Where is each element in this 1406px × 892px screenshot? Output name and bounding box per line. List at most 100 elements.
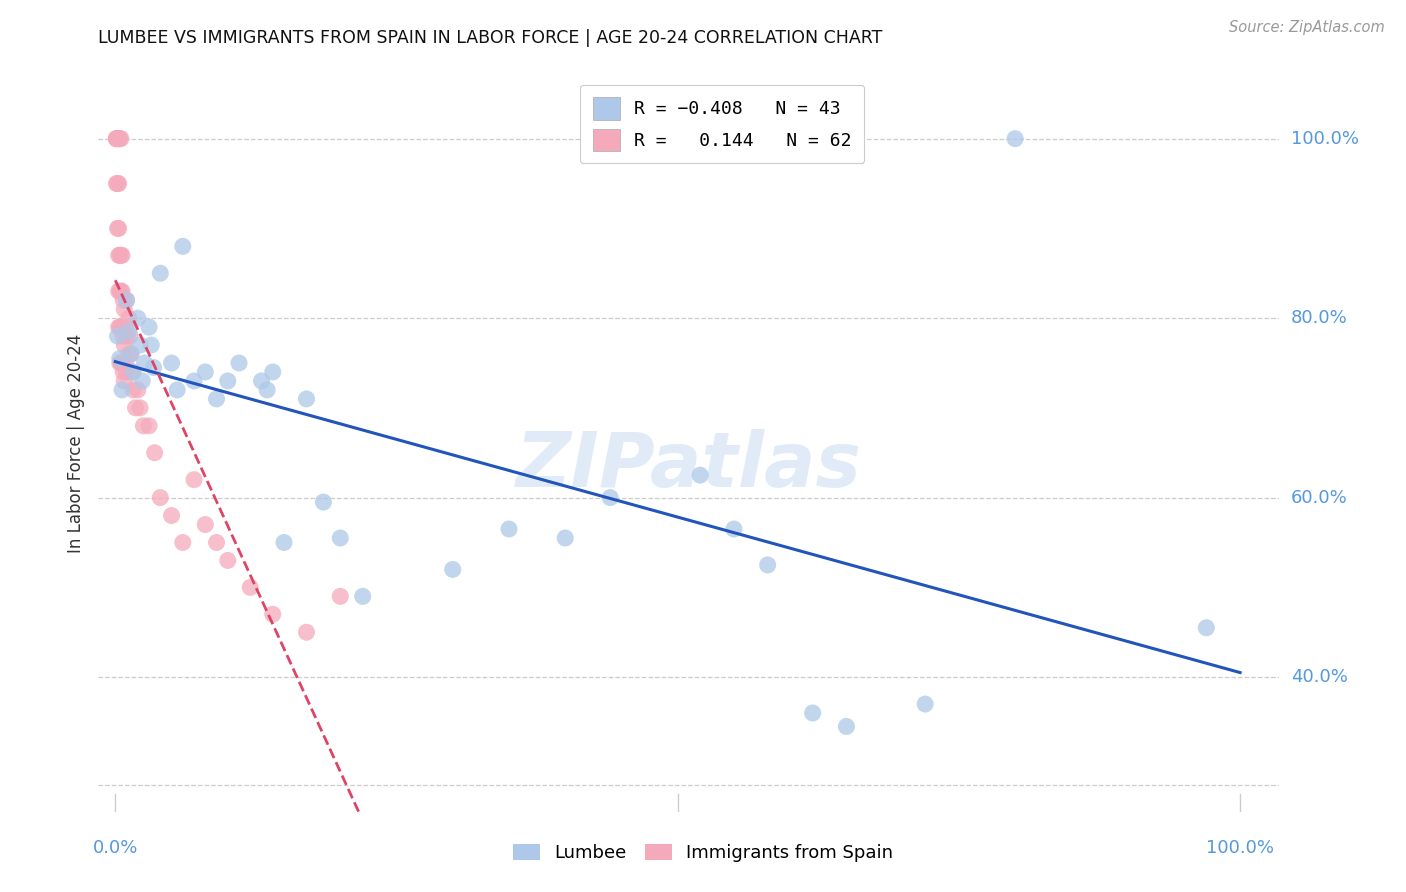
Point bbox=[112, 302, 135, 317]
Point bbox=[352, 590, 374, 604]
Point bbox=[160, 356, 183, 370]
Point bbox=[239, 580, 262, 594]
Point bbox=[141, 338, 163, 352]
Point bbox=[143, 446, 166, 460]
Point bbox=[110, 320, 132, 334]
Point bbox=[172, 239, 194, 253]
Text: 100.0%: 100.0% bbox=[1291, 129, 1358, 148]
Point bbox=[110, 248, 132, 262]
Point bbox=[142, 360, 165, 375]
Point bbox=[801, 706, 824, 720]
Point bbox=[723, 522, 745, 536]
Point bbox=[183, 374, 205, 388]
Point bbox=[149, 491, 172, 505]
Point bbox=[107, 221, 129, 235]
Point bbox=[122, 383, 145, 397]
Point bbox=[111, 356, 134, 370]
Point bbox=[228, 356, 250, 370]
Point bbox=[105, 177, 128, 191]
Point bbox=[329, 590, 352, 604]
Point bbox=[160, 508, 183, 523]
Point bbox=[1195, 621, 1218, 635]
Point bbox=[115, 293, 138, 308]
Point bbox=[134, 356, 156, 370]
Text: 0.0%: 0.0% bbox=[93, 839, 138, 857]
Point bbox=[554, 531, 576, 545]
Point bbox=[262, 365, 284, 379]
Point bbox=[120, 347, 142, 361]
Point bbox=[498, 522, 520, 536]
Point bbox=[441, 562, 464, 576]
Point bbox=[107, 177, 129, 191]
Point bbox=[115, 365, 138, 379]
Point bbox=[295, 625, 318, 640]
Point bbox=[127, 311, 149, 326]
Point bbox=[194, 517, 217, 532]
Point bbox=[114, 356, 136, 370]
Point bbox=[217, 374, 239, 388]
Text: Source: ZipAtlas.com: Source: ZipAtlas.com bbox=[1229, 20, 1385, 35]
Point bbox=[107, 329, 129, 343]
Text: 100.0%: 100.0% bbox=[1206, 839, 1274, 857]
Point bbox=[111, 248, 134, 262]
Point bbox=[129, 338, 152, 352]
Point bbox=[111, 284, 134, 298]
Text: 60.0%: 60.0% bbox=[1291, 489, 1347, 507]
Point bbox=[273, 535, 295, 549]
Point bbox=[108, 284, 131, 298]
Point bbox=[129, 401, 152, 415]
Point bbox=[599, 491, 621, 505]
Point bbox=[217, 553, 239, 567]
Point bbox=[194, 365, 217, 379]
Text: LUMBEE VS IMMIGRANTS FROM SPAIN IN LABOR FORCE | AGE 20-24 CORRELATION CHART: LUMBEE VS IMMIGRANTS FROM SPAIN IN LABOR… bbox=[98, 29, 883, 46]
Point bbox=[138, 418, 160, 433]
Point bbox=[1004, 131, 1026, 145]
Point bbox=[107, 131, 129, 145]
Point bbox=[124, 401, 146, 415]
Point bbox=[118, 311, 141, 326]
Point bbox=[107, 320, 129, 334]
Point bbox=[105, 131, 128, 145]
Point bbox=[108, 131, 131, 145]
Point bbox=[166, 383, 188, 397]
Point bbox=[914, 697, 936, 711]
Point bbox=[105, 131, 128, 145]
Point bbox=[205, 535, 228, 549]
Point bbox=[111, 320, 134, 334]
Point bbox=[295, 392, 318, 406]
Point bbox=[122, 365, 145, 379]
Point bbox=[107, 221, 129, 235]
Point bbox=[127, 383, 149, 397]
Point bbox=[112, 365, 135, 379]
Legend: Lumbee, Immigrants from Spain: Lumbee, Immigrants from Spain bbox=[506, 837, 900, 870]
Point bbox=[835, 719, 858, 733]
Point bbox=[107, 248, 129, 262]
Point bbox=[105, 131, 128, 145]
Point bbox=[115, 293, 138, 308]
Point bbox=[205, 392, 228, 406]
Point bbox=[121, 365, 143, 379]
Point bbox=[107, 177, 129, 191]
Point bbox=[112, 329, 135, 343]
Point bbox=[110, 131, 132, 145]
Point bbox=[111, 383, 134, 397]
Point bbox=[262, 607, 284, 622]
Point bbox=[756, 558, 779, 572]
Point bbox=[138, 320, 160, 334]
Point bbox=[107, 284, 129, 298]
Point bbox=[118, 329, 141, 343]
Point bbox=[183, 473, 205, 487]
Point bbox=[112, 293, 135, 308]
Point bbox=[112, 374, 135, 388]
Point bbox=[256, 383, 278, 397]
Point bbox=[118, 325, 141, 339]
Point bbox=[108, 351, 131, 366]
Point bbox=[114, 320, 136, 334]
Legend: R = −0.408   N = 43, R =   0.144   N = 62: R = −0.408 N = 43, R = 0.144 N = 62 bbox=[579, 85, 865, 163]
Point bbox=[115, 329, 138, 343]
Point bbox=[107, 131, 129, 145]
Text: 40.0%: 40.0% bbox=[1291, 668, 1347, 686]
Point bbox=[250, 374, 273, 388]
Point bbox=[112, 338, 135, 352]
Point bbox=[132, 418, 155, 433]
